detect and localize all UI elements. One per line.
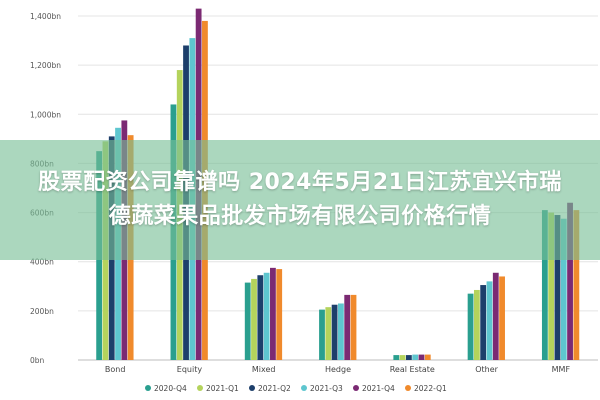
bar <box>541 210 548 360</box>
banner-title: 股票配资公司靠谱吗 2024年5月21日江苏宜兴市瑞德蔬菜果品批发市场有限公司价… <box>38 170 562 229</box>
bar <box>276 269 283 360</box>
x-axis-ticks: Bond Equity Mixed Hedge Real Estate Other MMF <box>105 365 571 374</box>
bar <box>344 294 351 360</box>
legend-label: 2021-Q4 <box>362 384 395 393</box>
legend: 2020-Q4 2021-Q1 2021-Q2 2021-Q3 2021-Q4 2022-… <box>145 384 447 393</box>
bar <box>251 278 257 360</box>
bar <box>480 285 487 360</box>
bar <box>263 272 270 360</box>
y-tick-label: 400bn <box>30 258 54 267</box>
legend-marker <box>405 385 411 391</box>
bar <box>567 202 573 360</box>
bar <box>560 218 567 360</box>
bar <box>492 272 499 360</box>
bar <box>350 294 357 360</box>
legend-marker <box>145 385 151 391</box>
legend-label: 2021-Q2 <box>258 384 291 393</box>
y-tick-label: 1,400bn <box>30 12 61 21</box>
overlay-banner: 股票配资公司靠谱吗 2024年5月21日江苏宜兴市瑞德蔬菜果品批发市场有限公司价… <box>0 140 600 260</box>
bar <box>473 289 480 360</box>
legend-label: 2021-Q1 <box>206 384 239 393</box>
legend-marker <box>353 385 359 391</box>
y-tick-label: 0bn <box>30 356 45 365</box>
bar <box>499 276 505 360</box>
bar <box>486 281 493 360</box>
bar <box>412 354 419 360</box>
y-tick-label: 1,000bn <box>30 110 61 119</box>
y-tick-label: 200bn <box>30 307 54 316</box>
x-tick-label: Mixed <box>252 365 276 374</box>
bar <box>467 293 474 360</box>
x-tick-label: MMF <box>552 365 571 374</box>
legend-label: 2022-Q1 <box>414 384 447 393</box>
bar <box>270 267 276 360</box>
legend-marker <box>197 385 203 391</box>
bar <box>338 303 344 360</box>
bar <box>257 275 264 360</box>
bar <box>548 212 555 360</box>
x-tick-label: Other <box>475 365 498 374</box>
bar <box>424 354 431 360</box>
bar <box>244 282 251 360</box>
bar <box>399 355 406 360</box>
x-tick-label: Bond <box>105 365 126 374</box>
bar <box>325 307 332 360</box>
y-tick-label: 1,200bn <box>30 61 61 70</box>
bar <box>331 304 338 360</box>
legend-label: 2020-Q4 <box>154 384 187 393</box>
x-tick-label: Real Estate <box>390 365 435 374</box>
legend-marker <box>301 385 307 391</box>
bar <box>393 355 400 360</box>
bar <box>554 215 561 360</box>
legend-label: 2021-Q3 <box>310 384 343 393</box>
x-tick-label: Hedge <box>325 365 351 374</box>
bar <box>405 355 412 360</box>
bar <box>573 210 580 360</box>
bar <box>418 354 425 360</box>
legend-marker <box>249 385 255 391</box>
x-tick-label: Equity <box>177 365 203 374</box>
bar <box>319 309 325 360</box>
